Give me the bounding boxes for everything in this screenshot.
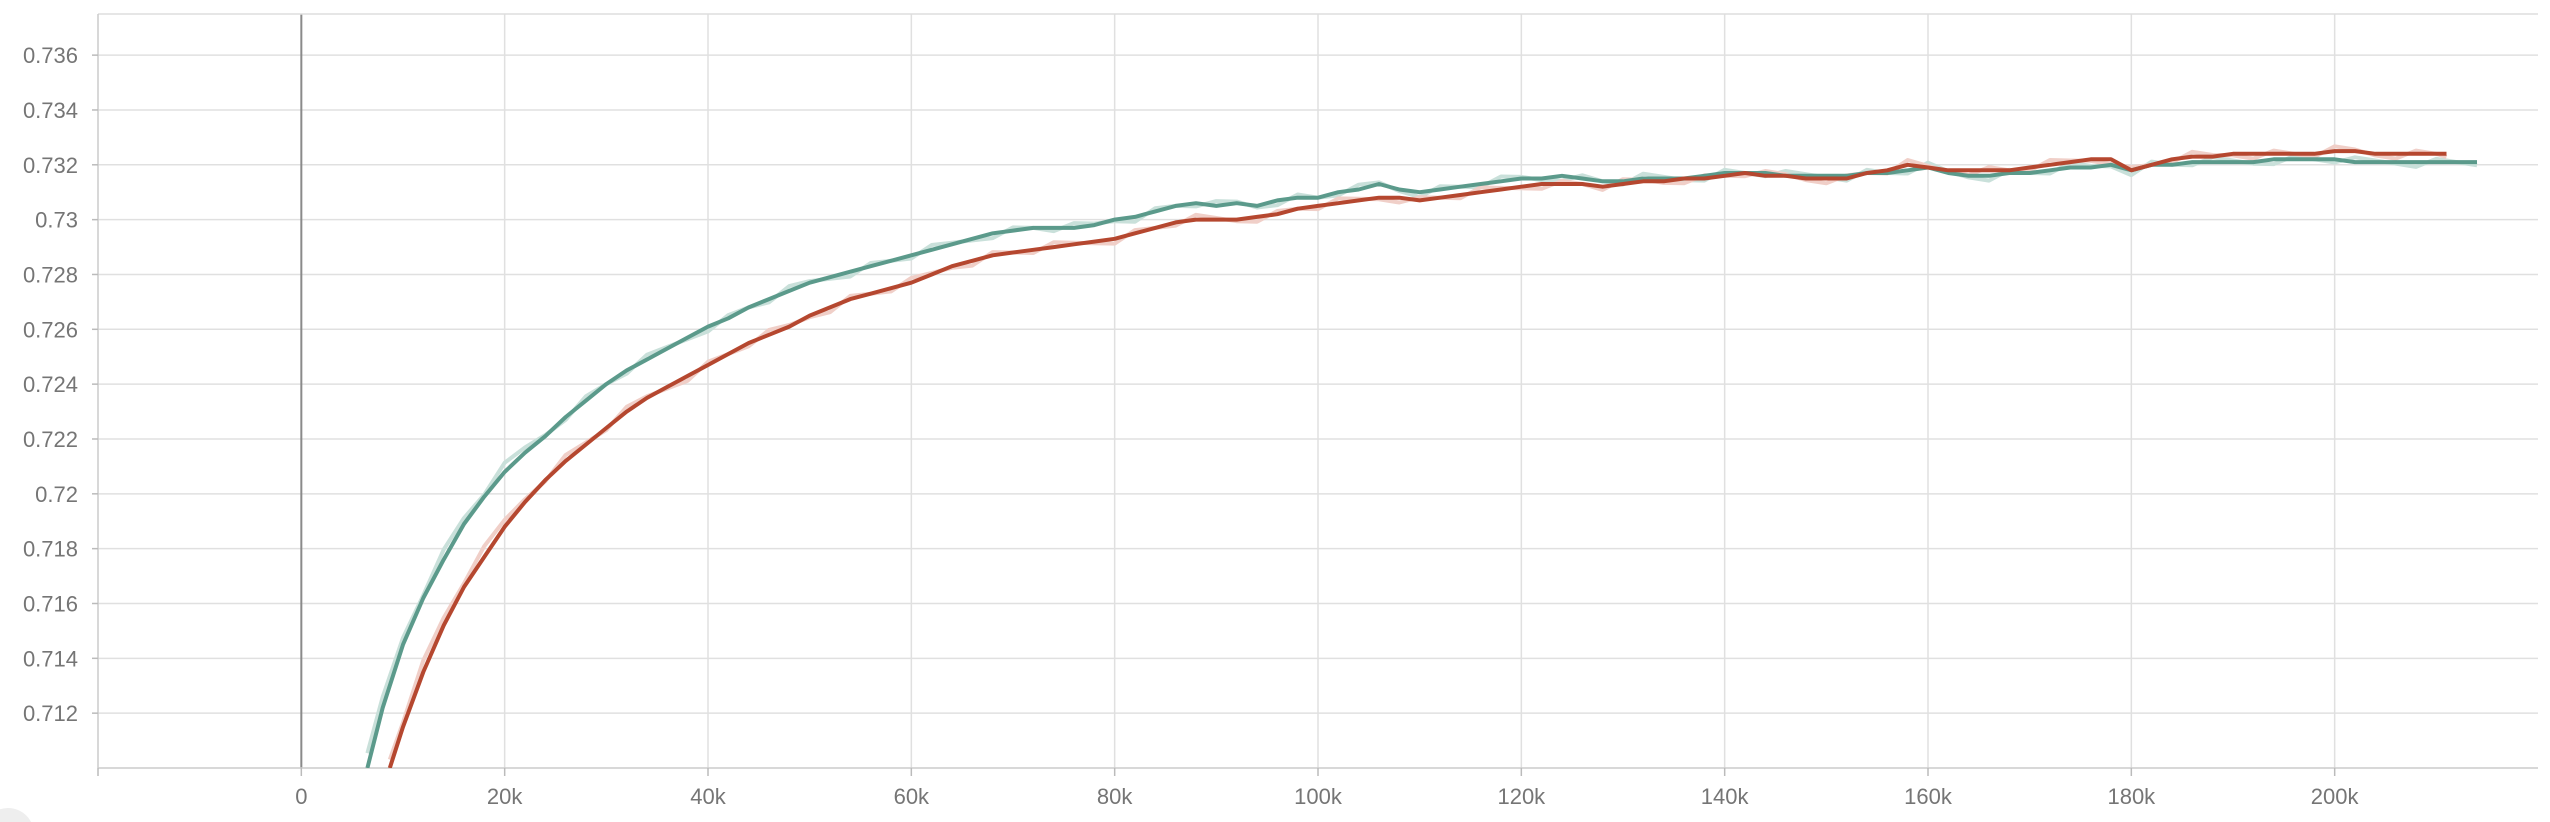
x-tick-label: 100k (1294, 784, 1343, 809)
y-tick-label: 0.712 (23, 701, 78, 726)
y-tick-label: 0.72 (35, 482, 78, 507)
axes (92, 13, 2538, 776)
x-tick-label: 60k (894, 784, 930, 809)
series-line (387, 149, 2447, 768)
x-tick-label: 80k (1097, 784, 1133, 809)
y-tick-label: 0.732 (23, 153, 78, 178)
x-tick-label: 140k (1701, 784, 1750, 809)
x-tick-label: 200k (2311, 784, 2360, 809)
grid-lines (98, 14, 2538, 768)
y-tick-label: 0.722 (23, 427, 78, 452)
y-tick-label: 0.724 (23, 372, 78, 397)
x-tick-label: 0 (295, 784, 307, 809)
y-tick-label: 0.726 (23, 317, 78, 342)
y-tick-label: 0.734 (23, 98, 78, 123)
x-tick-label: 120k (1497, 784, 1546, 809)
raw-series-line (387, 144, 2448, 761)
y-tick-label: 0.736 (23, 43, 78, 68)
x-axis-tick-labels: 0 20k 40k 60k 80k 100k 120k 140k 160k 180k 200k (295, 784, 2359, 809)
raw-series-lines (365, 144, 2478, 761)
y-tick-label: 0.728 (23, 262, 78, 287)
x-tick-label: 20k (487, 784, 523, 809)
y-tick-label: 0.716 (23, 591, 78, 616)
series-line (365, 157, 2477, 768)
y-axis-tick-labels: 0.712 0.714 0.716 0.718 0.72 0.722 0.724 0.726 0… (23, 43, 78, 726)
y-tick-label: 0.714 (23, 646, 78, 671)
x-tick-label: 180k (2107, 784, 2156, 809)
smoothed-series-lines (365, 149, 2477, 768)
y-tick-label: 0.718 (23, 537, 78, 562)
y-tick-label: 0.73 (35, 208, 78, 233)
x-tick-label: 40k (690, 784, 726, 809)
x-tick-label: 160k (1904, 784, 1953, 809)
raw-series-line (365, 154, 2478, 754)
